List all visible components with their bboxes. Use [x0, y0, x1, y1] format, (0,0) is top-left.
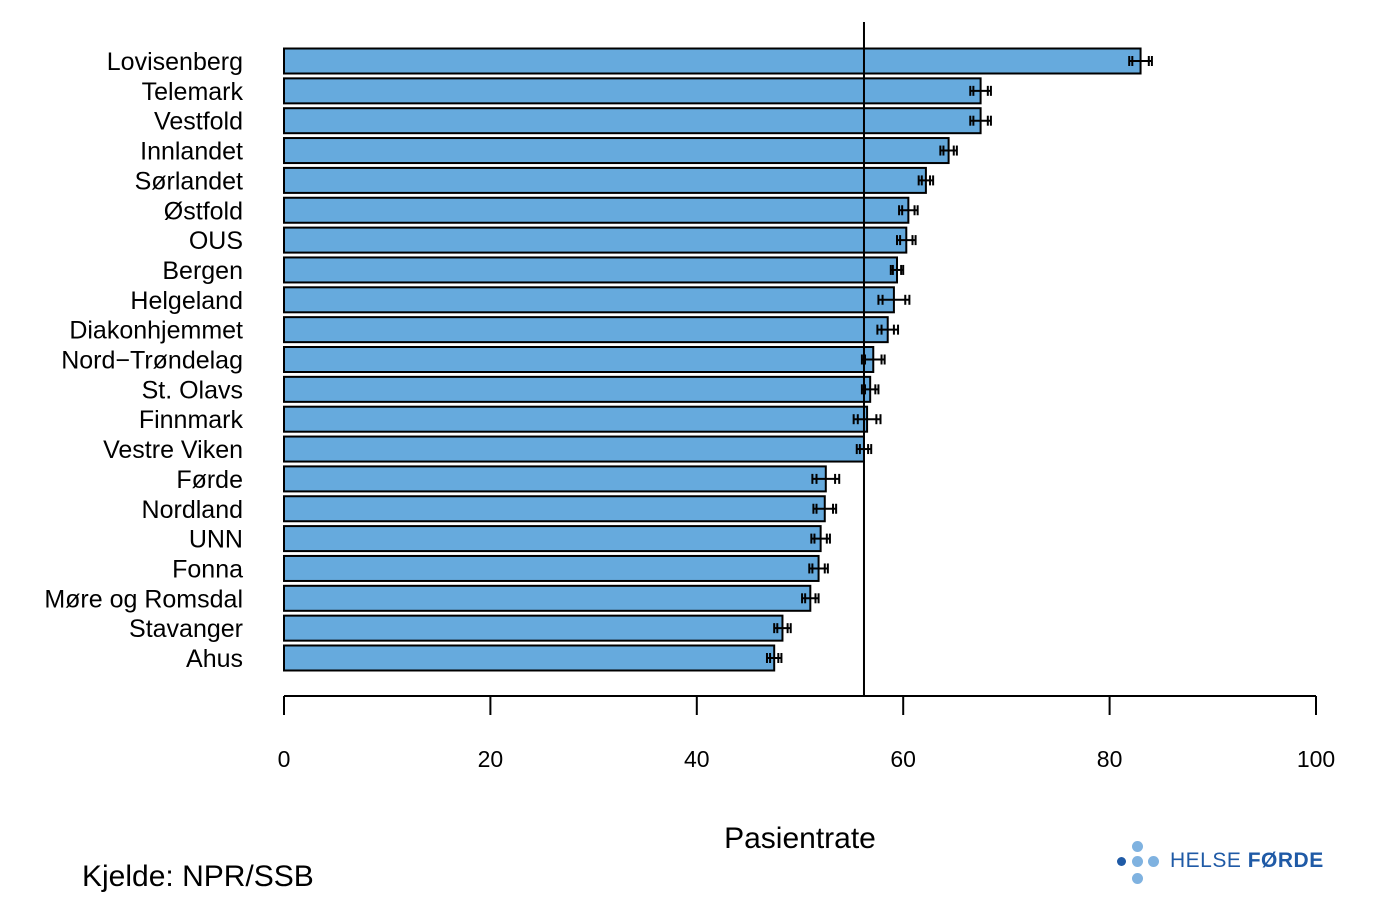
logo-dot-bottom: [1132, 873, 1143, 884]
error-bar: [852, 414, 882, 425]
category-label: Sørlandet: [135, 167, 243, 195]
bar: [283, 166, 927, 194]
error-bar: [969, 85, 992, 96]
bar: [283, 256, 899, 284]
error-bar: [896, 235, 917, 246]
error-bar: [1128, 56, 1153, 66]
bar: [283, 465, 827, 493]
error-bar: [808, 563, 829, 574]
error-bar: [765, 653, 783, 663]
category-label: Helgeland: [130, 287, 243, 315]
logo-dot-right: [1148, 856, 1159, 867]
category-label: OUS: [189, 227, 243, 255]
x-tick-label: 80: [1097, 746, 1123, 772]
category-label: St. Olavs: [142, 376, 243, 404]
x-tick-label: 20: [478, 746, 504, 772]
bars-layer: [283, 47, 1153, 672]
bar: [283, 375, 872, 403]
x-tick-label: 0: [278, 746, 291, 772]
source-note: Kjelde: NPR/SSB: [82, 860, 314, 893]
x-axis-title: Pasientrate: [724, 822, 876, 855]
error-bar: [860, 384, 880, 395]
bar: [283, 77, 982, 105]
bar: [283, 405, 869, 433]
error-bar: [939, 145, 958, 156]
bar: [283, 346, 875, 373]
category-label: Lovisenberg: [107, 48, 243, 76]
error-bar: [810, 533, 831, 544]
bar: [283, 286, 895, 314]
category-label: Østfold: [164, 197, 243, 225]
error-bar: [801, 593, 820, 604]
category-label: Vestfold: [154, 108, 243, 136]
x-tick-label: 100: [1297, 746, 1335, 772]
bar: [283, 316, 889, 344]
category-label: Diakonhjemmet: [69, 317, 243, 345]
bar: [283, 554, 820, 582]
category-label: Fonna: [172, 555, 243, 583]
x-tick-label: 40: [684, 746, 710, 772]
error-bar: [917, 175, 935, 186]
category-label: UNN: [189, 526, 243, 554]
category-label: Finnmark: [139, 406, 244, 434]
category-label: Nord−Trøndelag: [61, 347, 243, 375]
category-label: Ahus: [186, 645, 243, 673]
category-labels: LovisenbergTelemarkVestfoldInnlandetSørl…: [44, 48, 243, 673]
error-bar: [812, 503, 838, 514]
error-bar: [811, 473, 841, 484]
helse-forde-logo: HELSE FØRDE: [1114, 838, 1344, 888]
error-bar: [860, 354, 886, 365]
bar: [283, 226, 908, 254]
category-label: Bergen: [162, 257, 243, 285]
logo-dot-left: [1117, 857, 1126, 866]
category-label: Førde: [176, 466, 243, 494]
error-bar: [773, 623, 792, 634]
bar: [283, 137, 950, 165]
x-axis: 0 20 40 60 80 100: [278, 695, 1335, 772]
bar: [283, 435, 865, 463]
bar: [283, 107, 982, 135]
bar: [283, 614, 784, 642]
error-bar: [876, 324, 900, 335]
category-label: Innlandet: [140, 138, 243, 166]
logo-text-light: HELSE: [1170, 849, 1248, 872]
logo-dot-center: [1132, 856, 1143, 867]
logo-dots-icon: [1114, 838, 1160, 888]
category-label: Telemark: [142, 78, 244, 106]
error-bar: [969, 115, 992, 126]
bar: [283, 47, 1142, 75]
bar: [283, 196, 910, 224]
logo-text: HELSE FØRDE: [1170, 849, 1324, 873]
x-tick-label: 60: [890, 746, 916, 772]
error-bar: [889, 264, 905, 275]
bar: [283, 644, 776, 672]
logo-text-bold: FØRDE: [1247, 849, 1324, 872]
logo-dot-top: [1132, 841, 1143, 852]
error-bar: [877, 294, 911, 305]
category-label: Vestre Viken: [103, 436, 243, 464]
category-label: Stavanger: [129, 615, 243, 643]
bar: [283, 525, 822, 553]
category-label: Møre og Romsdal: [44, 585, 243, 613]
category-label: Nordland: [142, 496, 243, 524]
error-bar: [898, 205, 919, 216]
bar: [283, 495, 826, 523]
bar: [283, 584, 812, 612]
